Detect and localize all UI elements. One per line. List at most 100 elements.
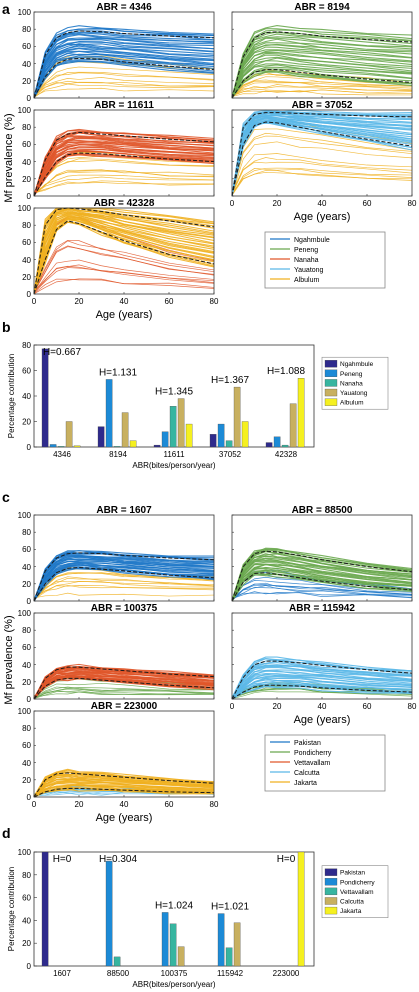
simulated-curve (231, 128, 413, 196)
envelope-line (33, 152, 215, 197)
bar (281, 444, 289, 448)
legend-swatch (324, 369, 338, 377)
bar (217, 913, 225, 967)
envelope-line (231, 121, 413, 197)
simulated-curve (33, 216, 215, 295)
bar-ylabel: Percentage contribution (7, 354, 16, 439)
bar-legend: Ngahmbule Peneng Nanaha Yauatong Albulum (321, 356, 389, 410)
simulated-curve (231, 25, 413, 98)
xtick-label: 20 (75, 800, 84, 809)
category-label: 1607 (53, 969, 71, 978)
simulated-curve (231, 109, 413, 197)
simulated-curve (231, 685, 413, 700)
ytick-label: 20 (22, 77, 31, 86)
bar (289, 403, 297, 448)
legend-label: Jakarta (340, 908, 362, 915)
simulated-curve (231, 580, 413, 599)
ytick-label: 20 (22, 175, 31, 184)
ytick-label: 100 (18, 609, 32, 618)
simulated-curve (231, 161, 413, 195)
diversity-annotation: H=1.345 (155, 387, 194, 398)
envelope-line (231, 31, 413, 99)
panel-a-ylabel: Mf prevalence (%) (3, 113, 15, 202)
envelope-line (231, 550, 413, 602)
legend-entry-jakarta: Jakarta (270, 780, 317, 787)
xtick-label: 20 (273, 702, 282, 711)
ytick-label: 20 (22, 939, 31, 948)
ytick-label: 40 (22, 158, 31, 167)
simulated-curve (231, 561, 413, 602)
bar (153, 444, 161, 448)
bar (265, 442, 273, 448)
panel-a-xlabel-left: Age (years) (96, 309, 153, 321)
xtick-label: 40 (318, 702, 327, 711)
simulated-curve (33, 87, 215, 97)
legend-entry-ngahmbule: Ngahmbule (270, 237, 330, 244)
simulated-curve (231, 80, 413, 97)
category-label: 223000 (273, 969, 300, 978)
panel-a-xtick-labels-5: 0 20 40 60 80 (32, 297, 219, 306)
legend-label: Albulum (340, 400, 363, 407)
bar (57, 446, 65, 448)
simulated-curve (33, 182, 215, 194)
simulated-curve (231, 584, 413, 601)
ytick-label: 40 (22, 60, 31, 69)
xtick-label: 20 (273, 199, 282, 208)
panel-a-legend: Ngahmbule Peneng Nanaha Yauatong Albulum (264, 231, 386, 289)
legend-label: Calcutta (340, 898, 364, 905)
simulated-curve (231, 657, 413, 699)
panel-c-plot-3: ABR = 100375 0 20 40 60 80 100 (18, 603, 215, 704)
envelope-line (231, 660, 413, 700)
simulated-curve (33, 783, 215, 798)
legend-swatch (324, 360, 338, 368)
bar (177, 946, 185, 967)
envelope-line (33, 30, 215, 99)
legend-label: Ngahmbule (340, 361, 374, 368)
legend-label: Vettavallam (340, 889, 374, 896)
panel-c-ytick-labels-5: 0 20 40 60 80 100 (18, 707, 32, 802)
ytick-label: 0 (27, 290, 32, 299)
legend-entry-calcutta: Calcutta (270, 770, 320, 777)
xtick-label: 60 (165, 800, 174, 809)
panel-a-title-5: ABR = 42328 (94, 198, 155, 209)
ytick-label: 0 (27, 443, 32, 452)
bar (129, 440, 137, 448)
simulated-curve (231, 76, 413, 96)
panel-label-d: d (2, 825, 11, 841)
ytick-label: 60 (22, 367, 31, 376)
panel-c-ytick-labels-1: 0 20 40 60 80 100 (18, 511, 32, 606)
ytick-label: 0 (27, 962, 32, 971)
ytick-label: 80 (22, 626, 31, 635)
legend-entry-vettavallam: Vettavallam (270, 760, 330, 767)
simulated-curve (33, 572, 215, 599)
ytick-label: 40 (22, 661, 31, 670)
simulated-curve (33, 43, 215, 99)
simulated-curve (33, 674, 215, 700)
simulated-curve (231, 85, 413, 96)
simulated-curve (33, 769, 215, 797)
ytick-label: 20 (22, 273, 31, 282)
simulated-curve (33, 140, 215, 196)
simulated-curve (33, 33, 215, 97)
panel-b-bar-chart: 0 20 40 60 80 4346 H=0.667 8194 H=1.131 11611 H=1.… (7, 341, 389, 470)
panel-a-plot-1: ABR = 4346 0 20 40 60 80 100 (18, 2, 215, 103)
bar (49, 444, 57, 448)
envelope-line (33, 552, 215, 602)
simulated-curve (33, 45, 215, 99)
bar (225, 947, 233, 967)
legend-label: Ngahmbule (294, 237, 330, 244)
panel-d-bar-chart: 0 20 40 60 80 100 1607 H=0 88500 H=0.304 100375 H=1… (7, 848, 389, 989)
panel-c-plot-1: ABR = 1607 0 20 40 60 80 100 (18, 505, 215, 606)
category-label: 115942 (217, 969, 244, 978)
simulated-curve (231, 33, 413, 99)
diversity-annotation: H=0.304 (99, 854, 138, 865)
legend-swatch (324, 388, 338, 397)
envelope-line (231, 684, 413, 700)
simulated-curve (231, 555, 413, 602)
simulated-curve (33, 690, 215, 699)
panel-a-plot-2: ABR = 8194 (231, 2, 413, 99)
ytick-label: 40 (22, 256, 31, 265)
simulated-curve (33, 780, 215, 798)
ytick-label: 20 (22, 678, 31, 687)
simulated-curve (33, 239, 215, 292)
